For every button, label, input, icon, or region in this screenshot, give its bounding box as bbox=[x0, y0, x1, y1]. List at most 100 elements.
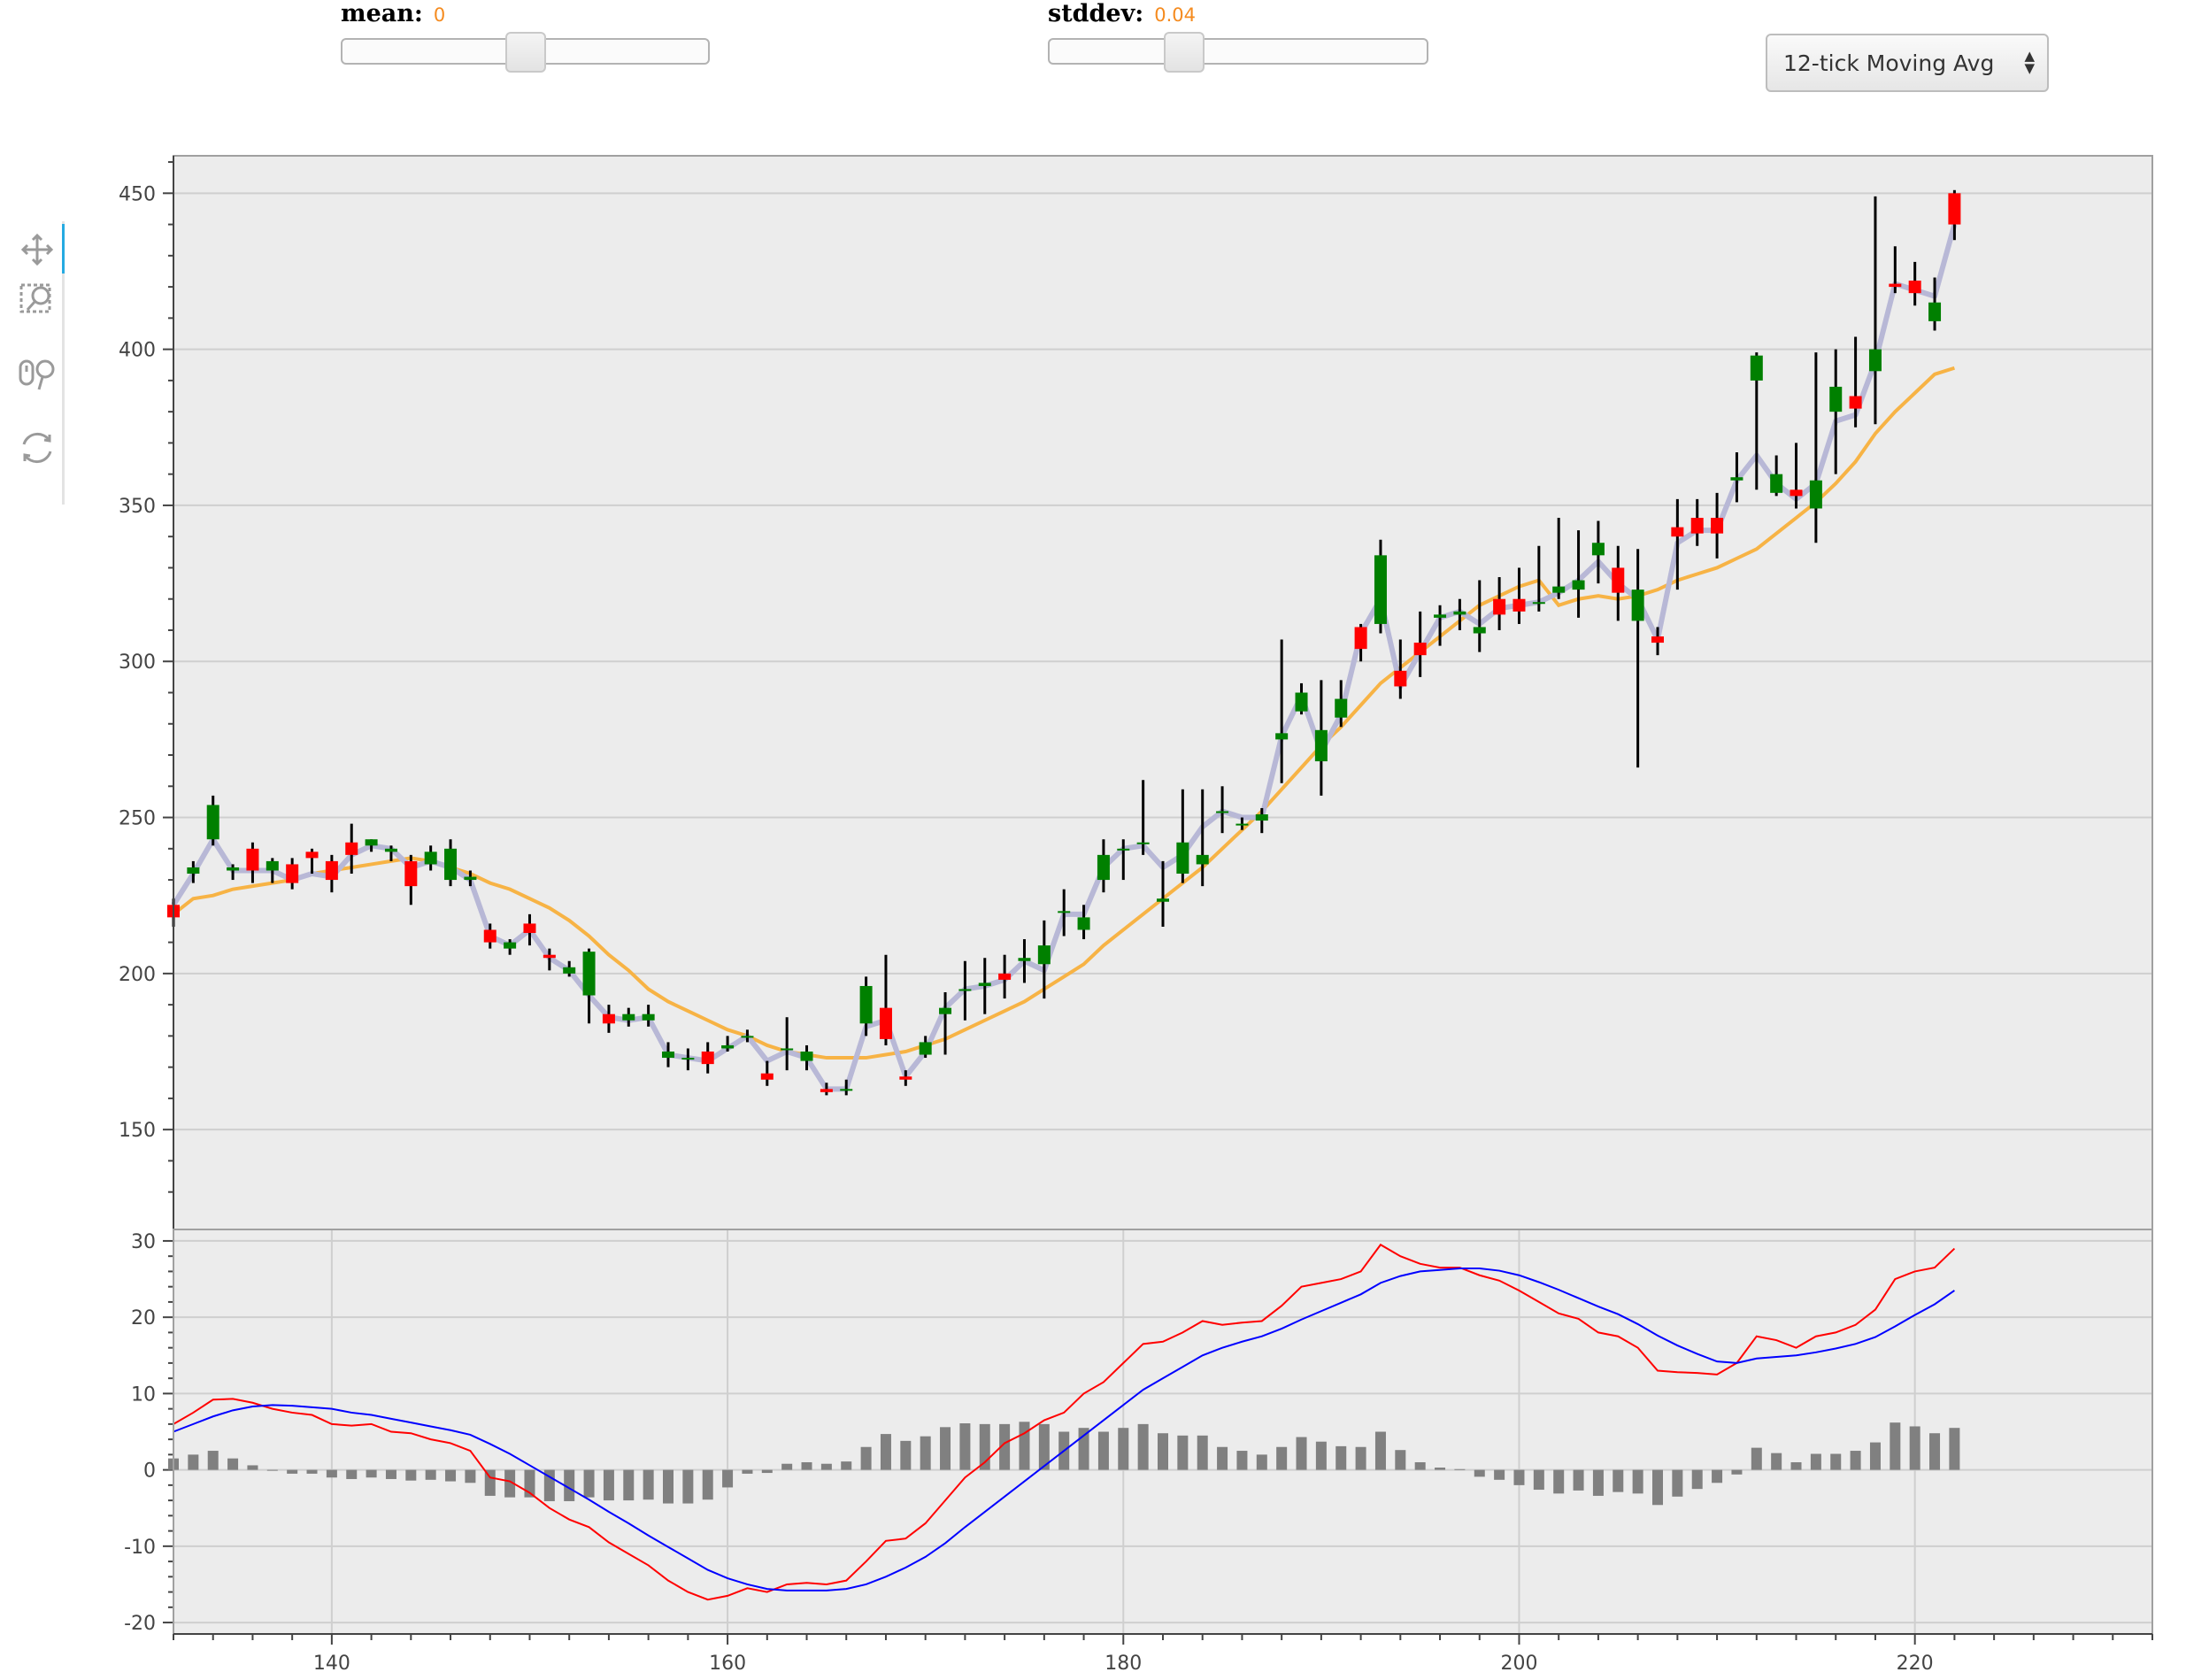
candle-down bbox=[820, 1089, 833, 1092]
macd-histogram-bar bbox=[1097, 1431, 1109, 1470]
candle-up bbox=[1314, 729, 1328, 762]
candle-down bbox=[305, 852, 319, 859]
price-panel-background bbox=[173, 156, 2152, 1229]
candle-up bbox=[1750, 355, 1763, 381]
macd-histogram-bar bbox=[860, 1446, 872, 1470]
macd-histogram-bar bbox=[1078, 1428, 1089, 1470]
candle-up bbox=[1829, 386, 1843, 412]
macd-histogram-bar bbox=[900, 1440, 912, 1470]
x-tick-label: 160 bbox=[709, 1653, 746, 1675]
macd-histogram-bar bbox=[623, 1469, 635, 1501]
macd-histogram-bar bbox=[1533, 1469, 1544, 1491]
stddev-slider-track[interactable] bbox=[1048, 38, 1428, 65]
candle-up bbox=[1434, 614, 1447, 618]
macd-histogram-bar bbox=[781, 1463, 793, 1470]
candle-down bbox=[1651, 636, 1664, 643]
candle-up bbox=[227, 867, 240, 871]
candle-up bbox=[662, 1052, 674, 1059]
candle-up bbox=[187, 867, 200, 875]
candle-down bbox=[523, 923, 536, 934]
candle-up bbox=[1453, 611, 1466, 615]
candle-down bbox=[879, 1007, 892, 1039]
candle-up bbox=[424, 852, 437, 865]
price-tick-label: 350 bbox=[119, 496, 156, 518]
macd-histogram-bar bbox=[1177, 1435, 1189, 1470]
candle-up bbox=[1295, 692, 1308, 712]
candle-up bbox=[781, 1048, 794, 1051]
candle-down bbox=[1690, 518, 1704, 534]
macd-histogram-bar bbox=[1909, 1426, 1920, 1470]
candle-up bbox=[1176, 842, 1189, 875]
candle-down bbox=[1790, 489, 1803, 497]
macd-histogram-bar bbox=[979, 1423, 990, 1470]
pan-icon[interactable] bbox=[16, 228, 58, 271]
candle-up bbox=[1077, 917, 1090, 930]
candle-down bbox=[543, 954, 556, 959]
mean-slider-handle[interactable] bbox=[504, 32, 546, 73]
macd-histogram-bar bbox=[1494, 1469, 1505, 1480]
candle-up bbox=[958, 989, 972, 991]
macd-histogram-bar bbox=[504, 1469, 516, 1498]
macd-histogram-bar bbox=[1296, 1437, 1307, 1470]
macd-histogram-bar bbox=[1553, 1469, 1565, 1494]
candle-up bbox=[978, 983, 991, 986]
candle-down bbox=[1413, 643, 1427, 656]
macd-histogram-bar bbox=[564, 1469, 575, 1501]
macd-panel: 30 20 10 0 -10 -20 bbox=[124, 1229, 2153, 1635]
candle-up bbox=[840, 1089, 853, 1091]
candle-up bbox=[1928, 302, 1942, 321]
candle-down bbox=[345, 842, 358, 855]
wheel-zoom-icon[interactable] bbox=[16, 354, 58, 397]
candle-up bbox=[1730, 477, 1743, 481]
candle-down bbox=[602, 1013, 615, 1024]
price-tick-label: 450 bbox=[119, 183, 156, 205]
mean-value: 0 bbox=[433, 4, 446, 26]
macd-histogram-bar bbox=[1315, 1441, 1327, 1470]
macd-histogram-bar bbox=[425, 1469, 436, 1480]
candle-up bbox=[859, 985, 873, 1024]
candle-down bbox=[1711, 518, 1724, 534]
candle-down bbox=[1671, 527, 1684, 537]
candle-up bbox=[1235, 823, 1249, 826]
signal-line bbox=[173, 1267, 1955, 1591]
candle-down bbox=[1394, 670, 1407, 687]
macd-histogram-bar bbox=[1019, 1422, 1030, 1470]
macd-histogram-bar bbox=[1771, 1453, 1782, 1470]
macd-histogram-bar bbox=[405, 1469, 417, 1481]
candle-up bbox=[504, 942, 517, 949]
macd-histogram-bar bbox=[1632, 1469, 1643, 1494]
macd-histogram-bar bbox=[682, 1469, 694, 1504]
stddev-label: stddev: bbox=[1048, 0, 1144, 27]
stddev-label-row: stddev: 0.04 bbox=[1048, 0, 1196, 27]
moving-avg-select-value: 12-tick Moving Avg bbox=[1783, 50, 1995, 76]
macd-histogram-bar bbox=[266, 1469, 278, 1471]
macd-panel-background bbox=[173, 1229, 2152, 1634]
candle-down bbox=[998, 973, 1012, 980]
moving-avg-select[interactable]: 12-tick Moving Avg ▲ ▼ bbox=[1766, 34, 2049, 92]
mean-label-row: mean: 0 bbox=[341, 0, 445, 27]
candle-up bbox=[721, 1044, 735, 1049]
macd-histogram-bar bbox=[841, 1461, 852, 1470]
macd-histogram-bar bbox=[643, 1469, 654, 1500]
mean-label: mean: bbox=[341, 0, 423, 27]
macd-histogram-bar bbox=[385, 1469, 396, 1479]
box-zoom-icon[interactable] bbox=[16, 278, 58, 320]
candle-down bbox=[1612, 567, 1625, 593]
candle-up bbox=[1552, 586, 1566, 593]
macd-line bbox=[173, 1243, 1956, 1601]
candle-up bbox=[939, 1007, 952, 1014]
x-axis: 140 160 180 200 220 bbox=[173, 1633, 2153, 1675]
macd-histogram-bar bbox=[1573, 1469, 1584, 1491]
candle-up bbox=[919, 1042, 932, 1055]
candle-down bbox=[404, 860, 418, 887]
candle-up bbox=[1255, 814, 1268, 821]
macd-histogram-bar bbox=[880, 1434, 891, 1470]
macd-histogram-bar bbox=[1395, 1450, 1406, 1470]
macd-histogram-bar bbox=[1118, 1428, 1129, 1470]
reset-icon[interactable] bbox=[16, 427, 58, 469]
macd-histogram-bar bbox=[1810, 1453, 1821, 1470]
macd-histogram-bar bbox=[1435, 1468, 1446, 1470]
stddev-slider-handle[interactable] bbox=[1163, 32, 1205, 73]
candle-up bbox=[464, 876, 477, 881]
